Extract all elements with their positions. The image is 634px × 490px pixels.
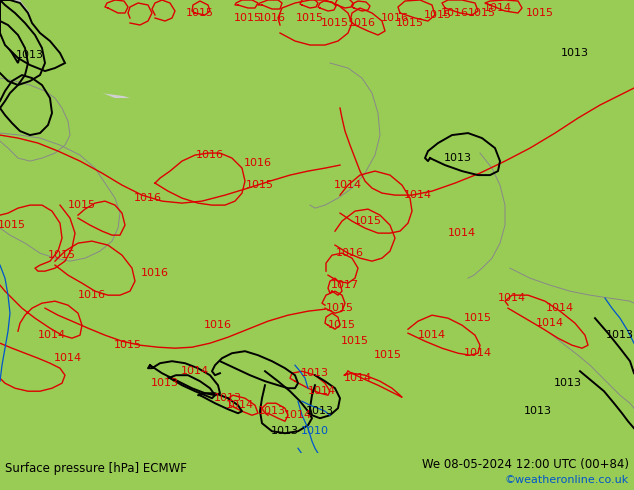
Text: 1016: 1016 [204,320,232,330]
Text: 1016: 1016 [134,193,162,203]
Text: 1016: 1016 [78,290,106,300]
Text: 1016: 1016 [141,268,169,278]
Text: 1015: 1015 [48,250,76,260]
Text: 1015: 1015 [234,13,262,23]
Text: 1014: 1014 [226,400,254,410]
Polygon shape [190,0,295,15]
Text: Surface pressure [hPa] ECMWF: Surface pressure [hPa] ECMWF [5,462,187,475]
Text: 1015: 1015 [424,10,452,20]
Text: 1013: 1013 [151,378,179,388]
Text: 1014: 1014 [464,348,492,358]
Text: 1015: 1015 [326,303,354,313]
Text: 1013: 1013 [16,50,44,60]
Text: 1016: 1016 [258,13,286,23]
Text: 1014: 1014 [448,228,476,238]
Text: 1014: 1014 [498,293,526,303]
Text: 1013: 1013 [301,368,329,378]
Text: 1013: 1013 [306,406,334,416]
Text: 1015: 1015 [354,216,382,226]
Text: 1015: 1015 [468,8,496,18]
Text: 1015: 1015 [341,336,369,346]
Polygon shape [330,188,395,313]
Text: 1014: 1014 [181,366,209,376]
Polygon shape [0,0,372,348]
Text: 1013: 1013 [561,48,589,58]
Text: 1015: 1015 [114,340,142,350]
Polygon shape [0,21,634,453]
Text: 1014: 1014 [38,330,66,340]
Text: 1016: 1016 [196,150,224,160]
Text: 1015: 1015 [321,18,349,28]
Text: 1014: 1014 [344,373,372,383]
Text: 1015: 1015 [464,313,492,323]
Text: 1015: 1015 [68,200,96,210]
Text: 1014: 1014 [284,410,312,420]
Polygon shape [100,0,175,13]
Text: 1016: 1016 [441,8,469,18]
Text: 1013: 1013 [271,426,299,436]
Text: 1013: 1013 [444,153,472,163]
Polygon shape [90,0,175,75]
Text: 1013: 1013 [606,330,634,340]
Text: 1010: 1010 [301,426,329,436]
Text: 1014: 1014 [546,303,574,313]
Text: 1014: 1014 [54,353,82,363]
Text: ©weatheronline.co.uk: ©weatheronline.co.uk [505,475,629,485]
Text: 1014: 1014 [308,386,336,396]
Text: 1016: 1016 [348,18,376,28]
Text: 1017: 1017 [331,280,359,290]
Text: 1015: 1015 [186,8,214,18]
Text: 1015: 1015 [296,13,324,23]
Text: 1014: 1014 [418,330,446,340]
Text: We 08-05-2024 12:00 UTC (00+84): We 08-05-2024 12:00 UTC (00+84) [422,458,629,471]
Text: 1013: 1013 [524,406,552,416]
Text: 1014: 1014 [404,190,432,200]
Text: 1014: 1014 [484,3,512,13]
Text: 1014: 1014 [334,180,362,190]
Text: 1016: 1016 [244,158,272,168]
Text: 1014: 1014 [536,318,564,328]
Text: 1016: 1016 [381,13,409,23]
Text: 1013: 1013 [214,393,242,403]
Text: 1016: 1016 [336,248,364,258]
Text: 1015: 1015 [246,180,274,190]
Text: 1015: 1015 [396,18,424,28]
Text: 1013: 1013 [554,378,582,388]
Text: 1015: 1015 [328,320,356,330]
Text: 1015: 1015 [374,350,402,360]
Polygon shape [0,0,65,71]
Text: 1013: 1013 [258,406,286,416]
Polygon shape [0,21,22,63]
Polygon shape [0,0,30,73]
Text: 1015: 1015 [526,8,554,18]
Polygon shape [85,0,634,203]
Text: 1015: 1015 [0,220,26,230]
